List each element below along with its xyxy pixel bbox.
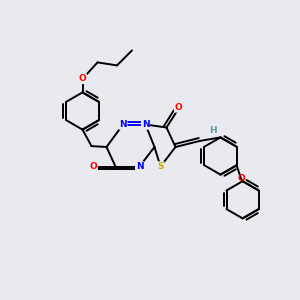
Text: O: O: [237, 174, 245, 183]
Text: S: S: [157, 162, 164, 171]
Text: N: N: [119, 120, 127, 129]
Text: N: N: [136, 162, 143, 171]
Text: O: O: [89, 162, 97, 171]
Text: O: O: [175, 103, 182, 112]
Text: H: H: [209, 126, 217, 135]
Text: N: N: [142, 120, 149, 129]
Text: O: O: [79, 74, 86, 83]
